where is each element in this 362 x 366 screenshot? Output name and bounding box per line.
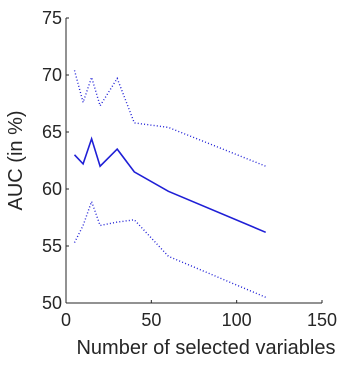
y-tick-label: 55: [42, 236, 62, 256]
x-axis-label: Number of selected variables: [76, 337, 335, 359]
y-tick-label: 75: [42, 8, 62, 28]
y-axis-label: AUC (in %): [5, 110, 27, 210]
series-line-mean: [73, 136, 267, 234]
x-axis: 0 50 100 150: [61, 300, 337, 330]
y-tick-label: 60: [42, 179, 62, 199]
x-tick-label: 100: [222, 310, 252, 330]
y-tick-label: 50: [42, 293, 62, 313]
series-layer: [73, 70, 267, 298]
y-axis: 50 55 60 65 70 75: [42, 8, 69, 313]
x-tick-label: 150: [307, 310, 337, 330]
y-tick-label: 65: [42, 122, 62, 142]
series-line-bound-2: [73, 199, 266, 298]
x-tick-label: 50: [141, 310, 161, 330]
series-line-bound-1: [73, 70, 266, 167]
y-tick-label: 70: [42, 65, 62, 85]
x-tick-label: 0: [61, 310, 71, 330]
